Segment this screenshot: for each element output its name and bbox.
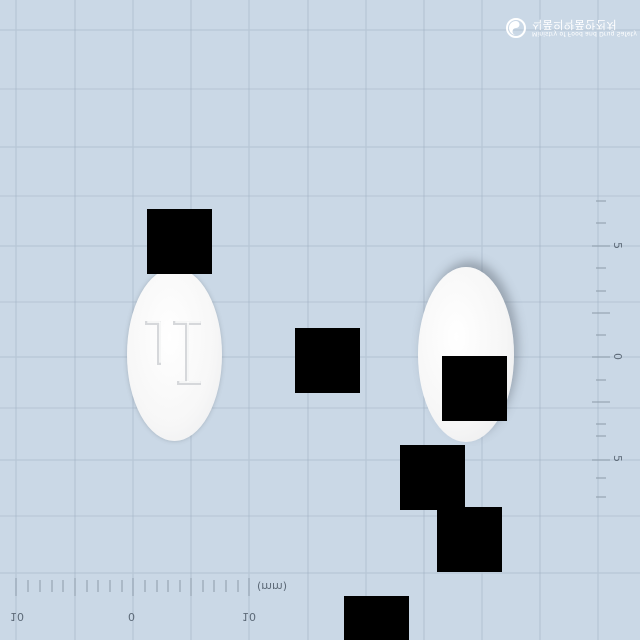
pill-imprint (145, 321, 201, 385)
right-ruler (592, 200, 610, 498)
watermark-korean: 식품의약품안전처 (532, 18, 617, 32)
right-tick-label: 0 (611, 353, 624, 360)
redaction-block (442, 356, 507, 421)
agency-logo-icon (506, 18, 526, 38)
bottom-tick-label: 0 (128, 610, 135, 623)
redaction-block (147, 209, 212, 274)
pill-front (127, 268, 222, 441)
unit-label: (mm) (257, 580, 288, 593)
right-tick-label: 5 (611, 455, 624, 462)
right-tick-label: 5 (611, 242, 624, 249)
bottom-ruler (15, 578, 250, 596)
redaction-block (344, 596, 409, 640)
watermark-english: Ministry of Food and Drug Safety (532, 30, 638, 38)
redaction-block (437, 507, 502, 572)
bottom-tick-label: 10 (10, 610, 24, 623)
redaction-block (400, 445, 465, 510)
agency-watermark: Ministry of Food and Drug Safety 식품의약품안전… (506, 18, 637, 38)
bottom-tick-label: 10 (242, 610, 256, 623)
redaction-block (295, 328, 360, 393)
